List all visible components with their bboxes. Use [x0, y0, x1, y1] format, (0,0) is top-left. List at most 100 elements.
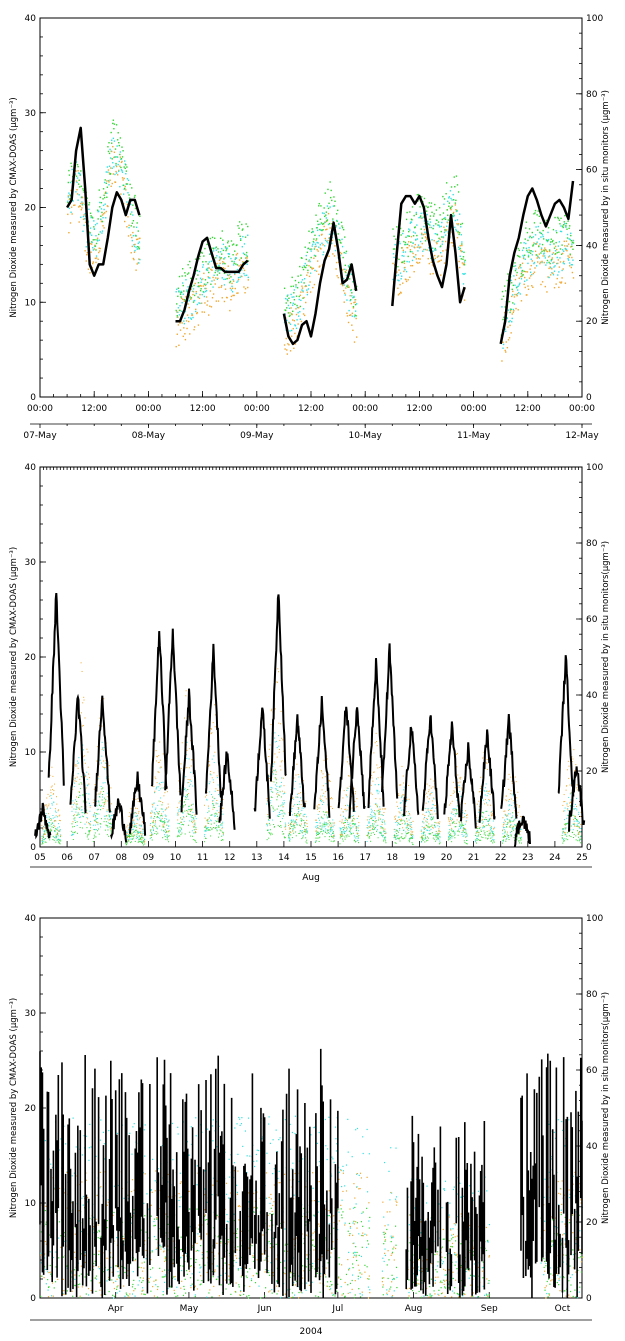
doas-orange-point [433, 797, 435, 799]
doas-cyan-point [109, 815, 111, 817]
doas-cyan-point [344, 817, 346, 819]
doas-orange-point [347, 809, 349, 811]
doas-green-point [568, 227, 570, 230]
doas-green-point [520, 272, 523, 275]
doas-orange-point [509, 324, 511, 327]
doas-green-point [182, 284, 184, 287]
doas-green-point [194, 839, 196, 841]
doas-orange-point [166, 807, 168, 809]
doas-green-point [542, 238, 545, 240]
doas-cyan-point [399, 829, 401, 831]
doas-cyan-point [104, 203, 106, 205]
doas-green-point [190, 297, 193, 299]
doas-cyan-point [571, 243, 573, 245]
doas-orange-point [102, 808, 104, 810]
doas-cyan-point [75, 191, 77, 193]
doas-cyan-point [517, 285, 519, 287]
doas-orange-point [82, 756, 84, 758]
doas-orange-point [206, 819, 208, 821]
doas-green-point [315, 238, 318, 240]
doas-cyan-point [431, 791, 433, 793]
doas-orange-point [453, 822, 455, 824]
doas-green-point [524, 254, 526, 256]
doas-green-point [178, 291, 180, 293]
doas-green-point [223, 258, 225, 260]
doas-orange-point [281, 790, 283, 792]
doas-cyan-point [41, 841, 43, 843]
doas-green-point [406, 243, 409, 246]
doas-green-point [351, 820, 353, 822]
doas-orange-point [351, 312, 354, 315]
doas-orange-point [439, 831, 441, 833]
doas-green-point [516, 254, 519, 257]
doas-orange-point [103, 227, 105, 229]
doas-cyan-point [419, 240, 422, 243]
doas-orange-point [215, 714, 217, 716]
doas-cyan-point [187, 286, 189, 288]
doas-green-point [110, 822, 112, 824]
doas-orange-point [354, 800, 356, 802]
doas-cyan-point [215, 249, 218, 251]
right-y-tick-label: 100 [586, 14, 603, 24]
doas-orange-point [421, 835, 423, 837]
doas-orange-point [166, 791, 168, 793]
doas-green-point [408, 832, 410, 834]
doas-orange-point [426, 796, 428, 798]
doas-green-point [99, 206, 101, 208]
doas-cyan-point [344, 294, 347, 296]
doas-orange-point [42, 835, 44, 837]
doas-orange-point [547, 276, 549, 278]
doas-cyan-point [405, 270, 408, 273]
doas-green-point [191, 808, 193, 810]
doas-cyan-point [344, 831, 346, 833]
doas-orange-point [221, 789, 223, 791]
doas-green-point [195, 827, 197, 829]
doas-cyan-point [95, 829, 97, 831]
doas-cyan-point [89, 802, 91, 804]
doas-green-point [280, 826, 282, 828]
doas-green-point [156, 817, 158, 819]
doas-green-point [231, 244, 234, 246]
doas-cyan-point [94, 224, 97, 226]
doas-green-point [401, 837, 403, 839]
doas-green-point [95, 242, 98, 245]
doas-green-point [435, 840, 437, 842]
doas-cyan-point [408, 261, 410, 263]
doas-cyan-point [76, 806, 78, 808]
doas-orange-point [216, 775, 218, 777]
doas-cyan-point [503, 316, 505, 318]
doas-cyan-point [213, 274, 215, 277]
doas-green-point [454, 186, 456, 188]
doas-green-point [345, 834, 347, 836]
doas-green-point [550, 241, 552, 243]
doas-orange-point [348, 314, 351, 317]
doas-green-point [73, 826, 75, 828]
doas-cyan-point [112, 137, 115, 140]
doas-cyan-point [416, 224, 418, 226]
doas-green-point [163, 822, 165, 824]
doas-orange-point [324, 776, 326, 778]
doas-cyan-point [242, 235, 244, 238]
doas-cyan-point [437, 822, 439, 824]
doas-orange-point [302, 805, 304, 807]
doas-cyan-point [214, 790, 216, 792]
doas-cyan-point [417, 244, 420, 246]
doas-cyan-point [529, 250, 531, 252]
doas-green-point [218, 833, 220, 835]
doas-cyan-point [220, 824, 222, 826]
doas-cyan-point [527, 262, 529, 265]
doas-orange-point [57, 810, 59, 812]
doas-cyan-point [548, 255, 551, 257]
doas-green-point [351, 823, 353, 825]
doas-cyan-point [394, 837, 396, 839]
doas-cyan-point [184, 317, 186, 320]
doas-orange-point [451, 242, 454, 244]
doas-green-point [449, 837, 451, 839]
doas-cyan-point [97, 777, 99, 779]
doas-cyan-point [207, 812, 209, 814]
doas-green-point [317, 832, 319, 834]
doas-orange-point [375, 732, 377, 734]
doas-cyan-point [314, 243, 317, 245]
doas-green-point [332, 832, 334, 834]
doas-green-point [195, 840, 197, 842]
